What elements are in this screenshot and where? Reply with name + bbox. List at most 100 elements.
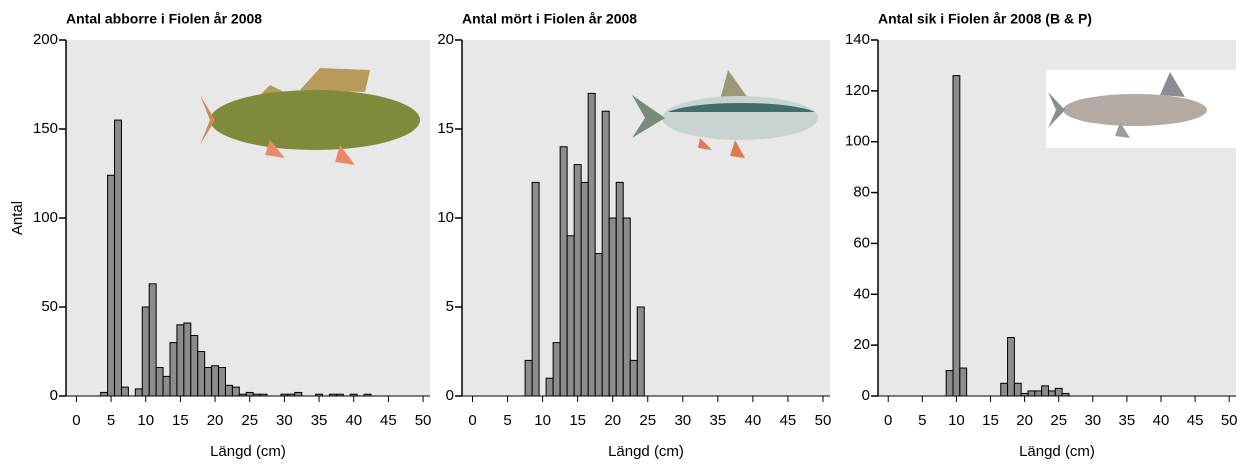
bar xyxy=(601,110,610,397)
x-tick-label: 0 xyxy=(468,412,476,429)
y-tick-label: 60 xyxy=(853,234,870,251)
x-axis-label: Längd (cm) xyxy=(210,443,286,460)
x-tick-label: 45 xyxy=(380,412,397,429)
x-tick-label: 40 xyxy=(1153,412,1170,429)
bar xyxy=(952,75,961,397)
x-tick-label: 5 xyxy=(503,412,511,429)
x-tick-label: 40 xyxy=(745,412,762,429)
bar xyxy=(148,283,157,397)
whitefish-image xyxy=(1046,70,1236,148)
bar xyxy=(1000,382,1009,397)
x-tick-label: 15 xyxy=(172,412,189,429)
y-tick-label: 0 xyxy=(446,387,454,404)
bar xyxy=(107,174,116,397)
bar xyxy=(524,359,533,397)
fish-illustrations xyxy=(200,68,1236,165)
x-tick-label: 20 xyxy=(207,412,224,429)
x-tick-label: 10 xyxy=(137,412,154,429)
x-tick-label: 20 xyxy=(1016,412,1033,429)
x-tick-label: 35 xyxy=(311,412,328,429)
x-tick-label: 25 xyxy=(1050,412,1067,429)
x-tick-label: 10 xyxy=(534,412,551,429)
bar xyxy=(141,306,150,397)
bar xyxy=(945,370,954,397)
y-tick-label: 20 xyxy=(853,336,870,353)
bar xyxy=(245,391,254,397)
y-tick-label: 50 xyxy=(41,298,58,315)
bar xyxy=(204,367,213,397)
x-tick-label: 25 xyxy=(639,412,656,429)
x-tick-label: 10 xyxy=(948,412,965,429)
bar xyxy=(1007,337,1015,397)
bar xyxy=(531,181,540,397)
bar xyxy=(1054,387,1063,397)
bar xyxy=(580,181,589,397)
bar xyxy=(169,342,178,397)
x-tick-label: 40 xyxy=(345,412,362,429)
chart-title: Antal sik i Fiolen år 2008 (B & P) xyxy=(878,11,1092,27)
x-tick-label: 30 xyxy=(276,412,293,429)
bar xyxy=(594,253,603,397)
y-tick-label: 10 xyxy=(437,209,454,226)
x-axis-label: Längd (cm) xyxy=(1019,443,1095,460)
y-tick-label: 0 xyxy=(50,387,58,404)
x-tick-label: 30 xyxy=(674,412,691,429)
bar xyxy=(183,322,192,397)
x-tick-label: 50 xyxy=(815,412,832,429)
y-tick-label: 15 xyxy=(437,120,454,137)
x-tick-label: 5 xyxy=(107,412,115,429)
y-axis-label: Antal xyxy=(9,201,26,235)
x-tick-label: 15 xyxy=(982,412,999,429)
y-tick-label: 80 xyxy=(853,184,870,201)
bar xyxy=(629,359,638,397)
bar xyxy=(294,391,303,397)
x-tick-label: 0 xyxy=(884,412,892,429)
x-tick-label: 50 xyxy=(415,412,432,429)
bar xyxy=(134,388,143,397)
bar xyxy=(114,119,122,397)
x-tick-label: 15 xyxy=(569,412,586,429)
bar xyxy=(622,217,631,397)
bar xyxy=(959,367,968,397)
x-axis-label: Längd (cm) xyxy=(608,443,684,460)
bar xyxy=(552,342,561,397)
y-tick-label: 40 xyxy=(853,285,870,302)
y-tick-label: 100 xyxy=(33,209,58,226)
bar xyxy=(190,334,199,397)
bar xyxy=(636,306,645,397)
bar xyxy=(587,92,596,397)
x-tick-label: 35 xyxy=(710,412,727,429)
y-tick-label: 5 xyxy=(446,298,454,315)
x-tick-label: 0 xyxy=(72,412,80,429)
bar xyxy=(100,391,109,397)
bar xyxy=(211,365,220,397)
y-tick-label: 140 xyxy=(845,31,870,48)
x-tick-label: 5 xyxy=(918,412,926,429)
bar xyxy=(615,181,624,397)
chart-title: Antal abborre i Fiolen år 2008 xyxy=(66,11,262,27)
x-tick-label: 25 xyxy=(241,412,258,429)
x-tick-label: 45 xyxy=(1187,412,1204,429)
bar xyxy=(176,324,185,397)
x-tick-label: 45 xyxy=(780,412,797,429)
y-tick-label: 100 xyxy=(845,133,870,150)
bar xyxy=(120,386,129,397)
y-tick-label: 20 xyxy=(437,31,454,48)
bar xyxy=(1047,390,1056,397)
roach-image xyxy=(632,70,818,158)
y-tick-label: 150 xyxy=(33,120,58,137)
x-tick-label: 20 xyxy=(604,412,621,429)
bar xyxy=(566,235,575,397)
y-tick-label: 120 xyxy=(845,82,870,99)
plot-area xyxy=(462,40,830,396)
bar xyxy=(162,375,171,397)
bar xyxy=(197,351,206,397)
x-tick-label: 30 xyxy=(1084,412,1101,429)
bar xyxy=(559,146,568,397)
bar xyxy=(218,367,226,397)
bar xyxy=(231,386,240,397)
bar xyxy=(1041,385,1049,397)
bar xyxy=(224,384,233,397)
bar xyxy=(608,217,617,397)
